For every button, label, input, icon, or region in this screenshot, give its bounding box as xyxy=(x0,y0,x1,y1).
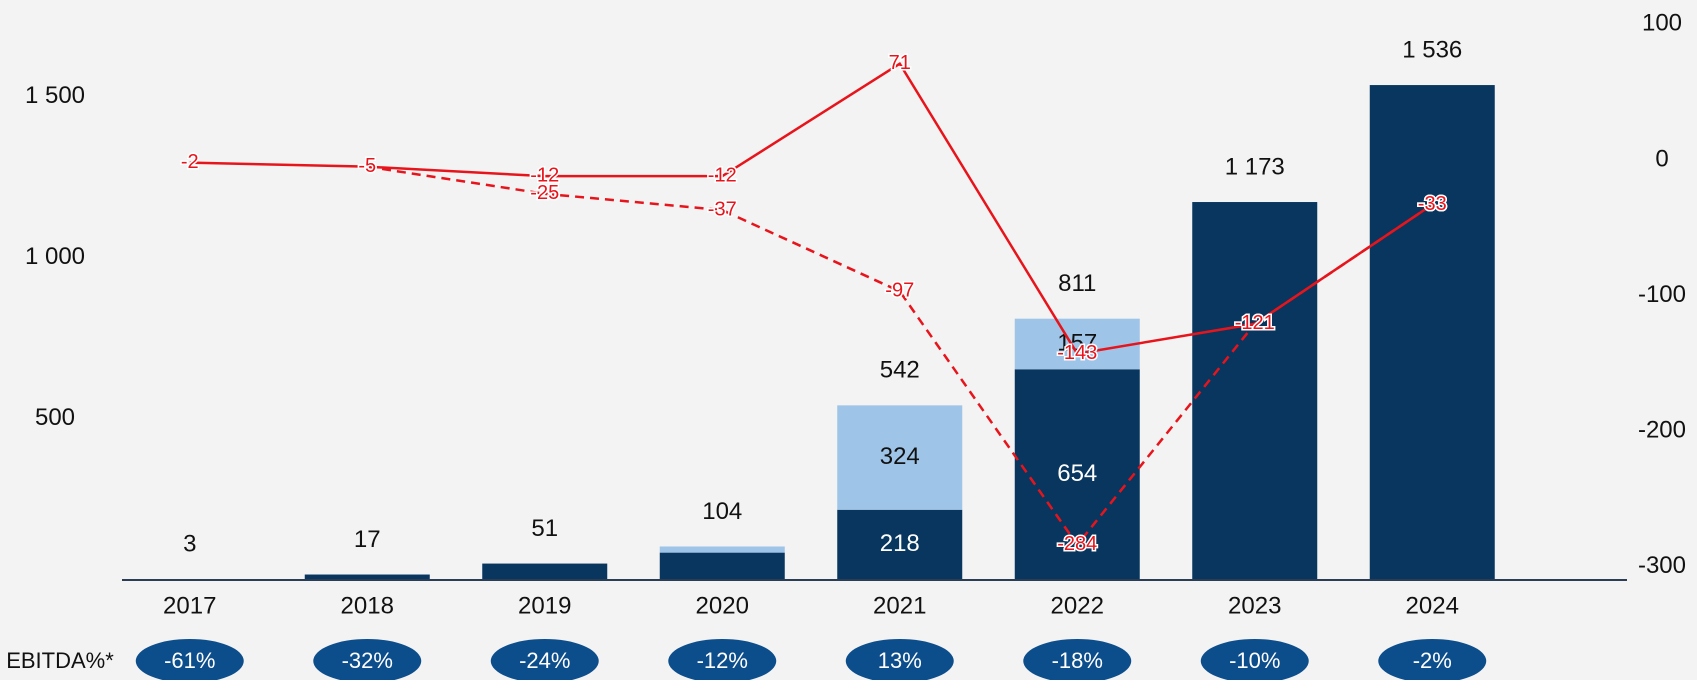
y-tick-label: 1 000 xyxy=(25,243,85,270)
x-tick-label: 2020 xyxy=(696,592,749,619)
ebitda-label: EBITDA%* xyxy=(6,648,114,673)
y2-tick-label: -300 xyxy=(1638,552,1686,579)
ebitda-badge xyxy=(135,639,244,680)
segment-label: 218 xyxy=(880,530,920,557)
ebitda-value: -18% xyxy=(1052,648,1103,673)
bar-segment xyxy=(304,574,430,580)
line-label: -284 xyxy=(1057,533,1097,555)
ebitda-value: -61% xyxy=(164,648,215,673)
bar-segment xyxy=(1369,85,1495,581)
bar-segment xyxy=(1192,202,1318,581)
y2-tick-label: 0 xyxy=(1655,145,1668,172)
segment-label: 324 xyxy=(880,443,920,470)
y2-tick-label: -100 xyxy=(1638,281,1686,308)
bar-segment xyxy=(1014,318,1140,370)
ebitda-value: -12% xyxy=(697,648,748,673)
total-label: 1 173 xyxy=(1225,153,1285,180)
ebitda-badge xyxy=(845,639,954,680)
line-label: -5 xyxy=(358,155,376,177)
x-tick-label: 2023 xyxy=(1228,592,1281,619)
x-tick-label: 2018 xyxy=(341,592,394,619)
y2-tick-label: -200 xyxy=(1638,416,1686,443)
ebitda-badge xyxy=(1023,639,1132,680)
bar-segment xyxy=(837,509,963,580)
ebitda-value: -10% xyxy=(1229,648,1280,673)
line-label: -121 xyxy=(1235,312,1275,334)
bar-segment xyxy=(482,563,608,580)
line-label: 71 xyxy=(889,52,911,74)
ebitda-badge xyxy=(490,639,599,680)
ebitda-value: 13% xyxy=(878,648,922,673)
line-label: -37 xyxy=(708,198,737,220)
y2-tick-label: 100 xyxy=(1642,10,1682,37)
line-label: -25 xyxy=(530,182,559,204)
x-tick-label: 2017 xyxy=(163,592,216,619)
line-label: -97 xyxy=(885,280,914,302)
total-label: 17 xyxy=(354,526,381,553)
total-label: 811 xyxy=(1058,270,1096,297)
line-series xyxy=(189,61,1433,356)
bar-segment xyxy=(659,552,785,580)
total-label: 542 xyxy=(880,357,920,384)
ebitda-value: -2% xyxy=(1413,648,1452,673)
line-label: -5 xyxy=(358,155,376,177)
total-label: 3 xyxy=(183,530,196,557)
ebitda-badge xyxy=(1378,639,1487,680)
ebitda-value: -24% xyxy=(519,648,570,673)
ebitda-badge xyxy=(313,639,422,680)
x-tick-label: 2022 xyxy=(1051,592,1104,619)
line-series xyxy=(367,165,1433,547)
line-label: -143 xyxy=(1057,342,1097,364)
x-tick-label: 2019 xyxy=(518,592,571,619)
total-label: 51 xyxy=(531,515,558,542)
x-tick-label: 2021 xyxy=(873,592,926,619)
bar-segment xyxy=(659,546,785,553)
y-tick-label: 1 500 xyxy=(25,82,85,109)
ebitda-value: -32% xyxy=(342,648,393,673)
line-label: -33 xyxy=(1418,193,1447,215)
line-label: -12 xyxy=(530,164,559,186)
x-tick-label: 2024 xyxy=(1406,592,1459,619)
y-tick-label: 500 xyxy=(35,404,75,431)
ebitda-badge xyxy=(1200,639,1309,680)
line-label: -12 xyxy=(708,164,737,186)
segment-label: 654 xyxy=(1057,460,1097,487)
bar-segment xyxy=(837,405,963,510)
ebitda-badge xyxy=(668,639,777,680)
total-label: 1 536 xyxy=(1402,36,1462,63)
total-label: 104 xyxy=(702,498,742,525)
line-label: -2 xyxy=(181,151,199,173)
